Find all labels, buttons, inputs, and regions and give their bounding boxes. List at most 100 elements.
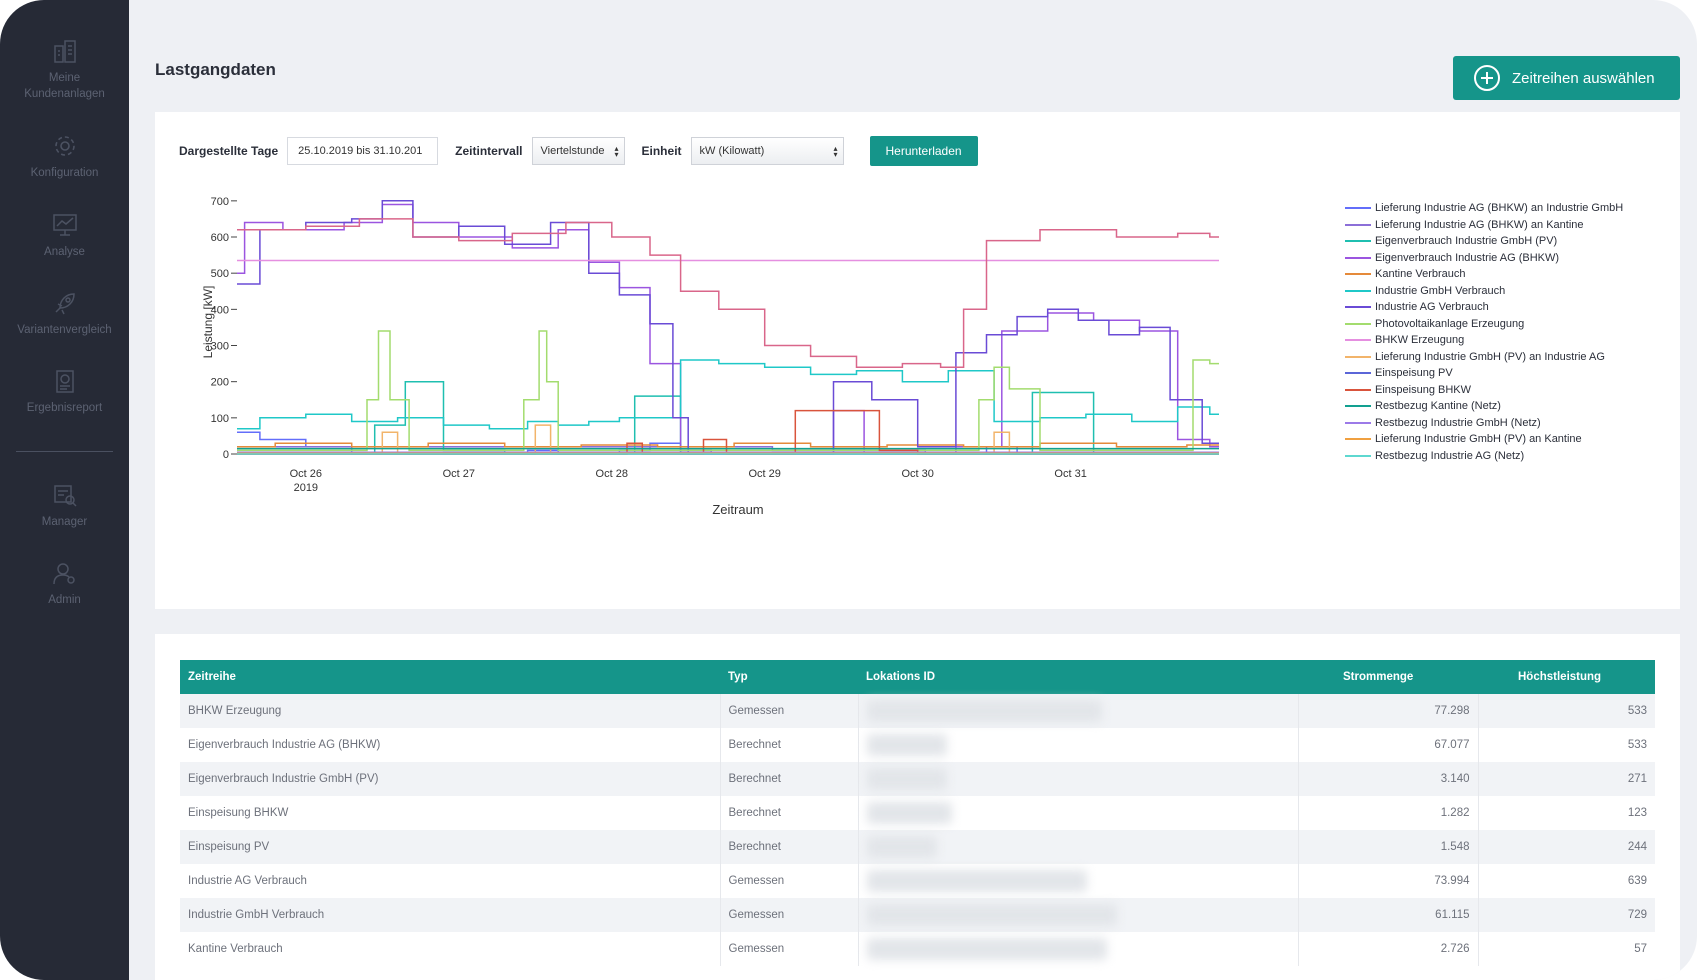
table-row[interactable]: Kantine Verbrauch Gemessen 2.726 57	[180, 932, 1655, 966]
unit-select[interactable]: kW (Kilowatt) ▴ ▾	[690, 137, 844, 165]
page-title: Lastgangdaten	[155, 60, 276, 79]
sidebar-item-label: Ergebnisreport	[26, 402, 103, 414]
legend-item[interactable]: BHKW Erzeugung	[1345, 332, 1623, 349]
cell-lokations-id	[858, 694, 1299, 728]
series-line	[237, 218, 1219, 368]
legend-item[interactable]: Restbezug Industrie GmbH (Netz)	[1345, 415, 1623, 432]
sidebar-item-analyse[interactable]: Analyse	[0, 212, 129, 260]
cell-hoechstleistung: 729	[1478, 898, 1655, 932]
legend-item[interactable]: Industrie GmbH Verbrauch	[1345, 283, 1623, 300]
redacted-location-id	[866, 700, 1102, 722]
sidebar-item-admin[interactable]: Admin	[0, 560, 129, 608]
cell-hoechstleistung: 123	[1478, 796, 1655, 830]
select-series-button[interactable]: Zeitreihen auswählen	[1453, 56, 1680, 100]
y-tick-label: 600	[211, 232, 229, 244]
sidebar-item-label: Manager	[41, 516, 88, 528]
legend-swatch	[1345, 273, 1371, 276]
legend-swatch	[1345, 207, 1371, 210]
redacted-location-id	[866, 802, 952, 824]
col-header-typ[interactable]: Typ	[720, 660, 858, 694]
y-axis-title: Leistung [kW]	[201, 286, 215, 359]
days-range-input[interactable]: 25.10.2019 bis 31.10.201	[287, 137, 439, 165]
col-header-lokations-id[interactable]: Lokations ID	[858, 660, 1298, 694]
legend-swatch	[1345, 438, 1371, 441]
cell-strommenge: 77.298	[1298, 694, 1479, 728]
legend-item[interactable]: Einspeisung PV	[1345, 365, 1623, 382]
chevron-updown-icon: ▴ ▾	[614, 144, 619, 159]
table-row[interactable]: Einspeisung BHKW Berechnet 1.282 123	[180, 796, 1655, 830]
sidebar-item-label: Konfiguration	[30, 167, 99, 179]
interval-select[interactable]: Viertelstunde ▴ ▾	[531, 137, 625, 165]
legend-label: Einspeisung BHKW	[1375, 383, 1471, 396]
legend-item[interactable]: Lieferung Industrie AG (BHKW) an Kantine	[1345, 217, 1623, 234]
y-tick-label: 200	[211, 377, 229, 389]
chevron-updown-icon: ▴ ▾	[833, 144, 838, 159]
legend-item[interactable]: Restbezug Industrie AG (Netz)	[1345, 448, 1623, 465]
table-row[interactable]: Einspeisung PV Berechnet 1.548 244	[180, 830, 1655, 864]
legend-item[interactable]: Lieferung Industrie GmbH (PV) an Kantine	[1345, 431, 1623, 448]
legend-item[interactable]: Industrie AG Verbrauch	[1345, 299, 1623, 316]
legend-label: Kantine Verbrauch	[1375, 268, 1466, 281]
y-tick-label: 500	[211, 268, 229, 280]
legend-item[interactable]: Kantine Verbrauch	[1345, 266, 1623, 283]
cell-zeitreihe: Industrie AG Verbrauch	[180, 864, 721, 898]
table-row[interactable]: Industrie GmbH Verbrauch Gemessen 61.115 72…	[180, 898, 1655, 932]
download-button[interactable]: Herunterladen	[869, 136, 978, 166]
select-series-label: Zeitreihen auswählen	[1512, 69, 1655, 87]
legend-swatch	[1345, 454, 1371, 457]
x-tick-label: Oct 29	[749, 468, 781, 480]
y-tick-label: 100	[211, 413, 229, 425]
cell-typ: Berechnet	[720, 796, 859, 830]
legend-label: Restbezug Kantine (Netz)	[1375, 400, 1501, 413]
legend-swatch	[1345, 355, 1371, 358]
sidebar-item-label: Variantenvergleich	[17, 324, 112, 336]
legend-swatch	[1345, 421, 1371, 424]
legend-item[interactable]: Lieferung Industrie AG (BHKW) an Industr…	[1345, 200, 1623, 217]
cell-zeitreihe: Einspeisung BHKW	[180, 796, 721, 830]
legend-label: Lieferung Industrie GmbH (PV) an Kantine	[1375, 433, 1582, 446]
cell-zeitreihe: Einspeisung PV	[180, 830, 721, 864]
y-tick-label: 300	[211, 341, 229, 353]
sidebar-item-label: Admin	[48, 594, 81, 606]
cell-typ: Gemessen	[720, 864, 859, 898]
legend-item[interactable]: Restbezug Kantine (Netz)	[1345, 398, 1623, 415]
table-row[interactable]: Industrie AG Verbrauch Gemessen 73.994 639	[180, 864, 1655, 898]
sidebar-item-ergebnisreport[interactable]: Ergebnisreport	[0, 368, 129, 416]
sidebar-item-variantenvergleich[interactable]: Variantenvergleich	[0, 290, 129, 338]
table-row[interactable]: Eigenverbrauch Industrie GmbH (PV) Berech…	[180, 762, 1655, 796]
legend-item[interactable]: Photovoltaikanlage Erzeugung	[1345, 316, 1623, 333]
cell-zeitreihe: Industrie GmbH Verbrauch	[180, 898, 721, 932]
legend-item[interactable]: Eigenverbrauch Industrie AG (BHKW)	[1345, 250, 1623, 267]
monitor-chart-icon	[52, 214, 77, 236]
cell-strommenge: 2.726	[1298, 932, 1479, 966]
series-line	[237, 200, 1219, 455]
timeseries-table: Zeitreihe Typ Lokations ID Strommenge Hö…	[180, 660, 1655, 966]
legend-label: BHKW Erzeugung	[1375, 334, 1465, 347]
sidebar-item-manager[interactable]: Manager	[0, 482, 129, 530]
table-row[interactable]: Eigenverbrauch Industrie AG (BHKW) Berech…	[180, 728, 1655, 762]
cell-typ: Gemessen	[720, 932, 859, 966]
legend-item[interactable]: Einspeisung BHKW	[1345, 382, 1623, 399]
series-line	[237, 359, 1219, 430]
legend-item[interactable]: Lieferung Industrie GmbH (PV) an Industr…	[1345, 349, 1623, 366]
days-label: Dargestellte Tage	[179, 144, 279, 158]
rocket-icon	[54, 293, 75, 315]
legend-item[interactable]: Eigenverbrauch Industrie GmbH (PV)	[1345, 233, 1623, 250]
sidebar-item-label: Analyse	[44, 246, 85, 258]
cell-strommenge: 3.140	[1298, 762, 1479, 796]
legend-label: Einspeisung PV	[1375, 367, 1453, 380]
line-chart: 0 100 200 300 400 500 600 700 Oct 26 2019 Oct 27 Oc…	[201, 196, 1219, 517]
manager-icon	[53, 485, 77, 507]
col-header-zeitreihe[interactable]: Zeitreihe	[180, 660, 720, 694]
legend-swatch	[1345, 388, 1371, 391]
col-header-strommenge[interactable]: Strommenge	[1298, 660, 1478, 694]
col-header-hoechstleistung[interactable]: Höchstleistung	[1478, 660, 1655, 694]
series-line	[237, 380, 1219, 453]
sidebar-divider	[16, 451, 113, 452]
cell-strommenge: 1.282	[1298, 796, 1479, 830]
cell-lokations-id	[858, 796, 1299, 830]
sidebar-item-konfiguration[interactable]: Konfiguration	[0, 133, 129, 181]
sidebar-item-kundenanlagen[interactable]: Meine Kundenanlagen	[0, 38, 129, 102]
table-row[interactable]: BHKW Erzeugung Gemessen 77.298 533	[180, 694, 1655, 728]
